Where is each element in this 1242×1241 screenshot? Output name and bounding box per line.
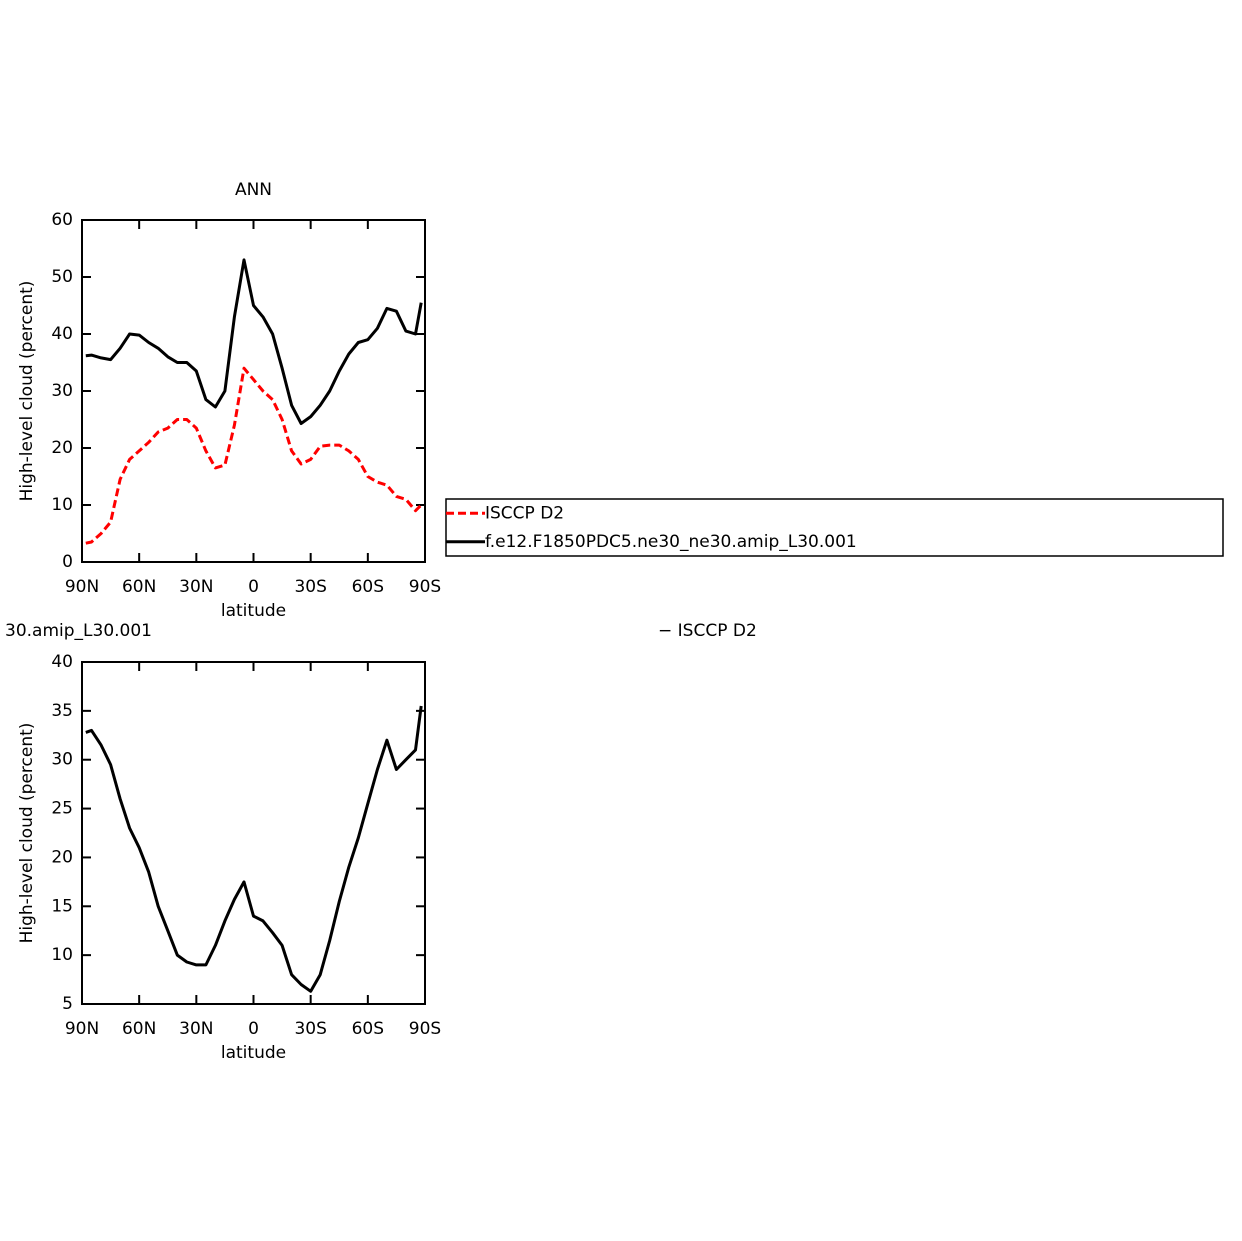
y-tick-label: 5 [62, 994, 73, 1014]
y-tick-label: 30 [51, 381, 73, 401]
legend-label: ISCCP D2 [485, 503, 564, 523]
y-tick-label: 50 [51, 267, 73, 287]
y-tick-label: 15 [51, 896, 73, 916]
x-tick-label: 60N [122, 1019, 156, 1039]
y-tick-label: 40 [51, 652, 73, 672]
y-tick-label: 20 [51, 438, 73, 458]
y-tick-label: 30 [51, 750, 73, 770]
y-tick-label: 10 [51, 945, 73, 965]
x-tick-label: 30N [179, 1019, 213, 1039]
legend-box [445, 498, 1224, 557]
x-tick-label: 60N [122, 577, 156, 597]
x-tick-label: 60S [352, 577, 384, 597]
y-tick-label: 40 [51, 324, 73, 344]
series-line [85, 705, 423, 993]
legend-label: f.e12.F1850PDC5.ne30_ne30.amip_L30.001 [485, 532, 857, 552]
x-tick-label: 90S [409, 1019, 441, 1039]
y-axis-label: High-level cloud (percent) [17, 723, 37, 944]
x-tick-label: 90S [409, 577, 441, 597]
plot-frame [81, 661, 426, 1005]
x-tick-label: 30S [294, 577, 326, 597]
y-tick-label: 10 [51, 495, 73, 515]
plot-frame [81, 219, 426, 563]
chart-title-right: − ISCCP D2 [658, 621, 757, 641]
y-axis-label: High-level cloud (percent) [17, 281, 37, 502]
chart-title: ANN [235, 180, 272, 200]
series-line [85, 258, 423, 425]
x-axis-label: latitude [221, 1043, 286, 1063]
x-axis-label: latitude [221, 601, 286, 621]
series-line [85, 366, 423, 545]
y-tick-label: 60 [51, 210, 73, 230]
y-tick-label: 0 [62, 552, 73, 572]
x-tick-label: 0 [248, 577, 259, 597]
x-tick-label: 60S [352, 1019, 384, 1039]
chart-title-left: 30.amip_L30.001 [5, 621, 152, 641]
x-tick-label: 30N [179, 577, 213, 597]
x-tick-label: 0 [248, 1019, 259, 1039]
x-tick-label: 90N [65, 577, 99, 597]
y-tick-label: 20 [51, 847, 73, 867]
y-tick-label: 25 [51, 799, 73, 819]
x-tick-label: 90N [65, 1019, 99, 1039]
x-tick-label: 30S [294, 1019, 326, 1039]
y-tick-label: 35 [51, 701, 73, 721]
